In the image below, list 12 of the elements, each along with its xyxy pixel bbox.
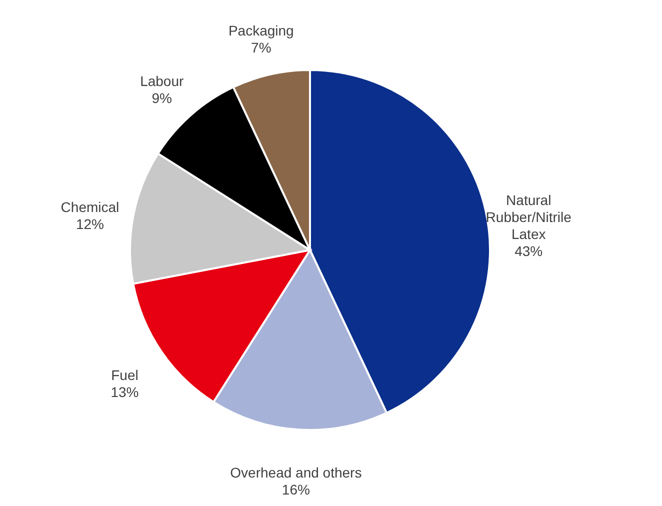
slice-label: Natural Rubber/Nitrile Latex [486, 192, 572, 242]
slice-label: Fuel [111, 366, 138, 383]
data-label: 43% [514, 243, 543, 260]
data-label: 12% [76, 216, 104, 232]
data-label: 7% [251, 39, 272, 56]
slice-label: Labour [140, 72, 184, 89]
slice-label: Chemical [60, 199, 120, 216]
data-label: 16% [282, 482, 310, 498]
slice-label: Overhead and others [230, 464, 362, 481]
data-label: 13% [110, 384, 139, 400]
data-label: 9% [152, 90, 172, 106]
slice-label: Packaging [228, 22, 294, 38]
